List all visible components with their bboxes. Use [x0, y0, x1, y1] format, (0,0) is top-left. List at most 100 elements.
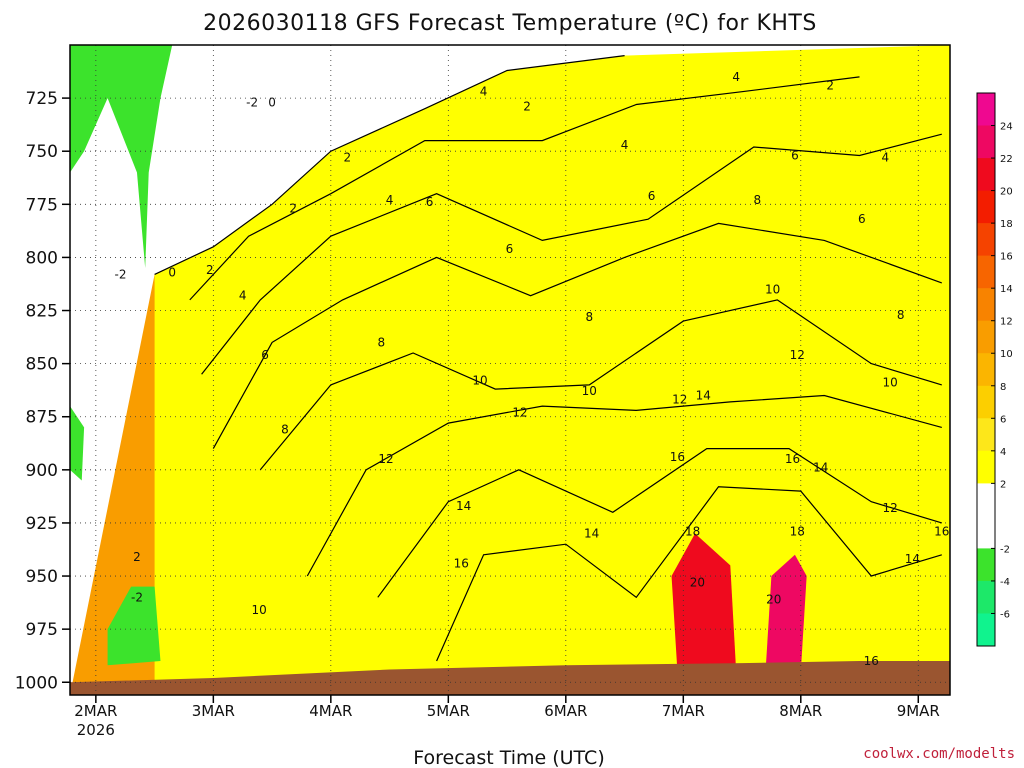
colorbar-band: [977, 418, 995, 452]
colorbar-band: [977, 450, 995, 484]
contour-label: 12: [672, 393, 687, 407]
plot-frame: [69, 44, 951, 696]
temp-band-2: [154, 45, 950, 300]
colorbar-tick-label: 8: [1000, 382, 1006, 393]
contour-label: 14: [813, 461, 828, 475]
contour-label: -2: [131, 590, 143, 604]
contour-label: 8: [378, 335, 386, 349]
colorbar-band: [977, 483, 995, 517]
contour-label: 0: [168, 265, 176, 279]
colorbar-band: [977, 353, 995, 387]
contour-label: 16: [670, 450, 685, 464]
colorbar-band: [977, 548, 995, 582]
contour-line-10: [259, 299, 942, 471]
contour-label: 20: [690, 575, 705, 589]
contours: [154, 55, 943, 662]
terrain: [70, 661, 950, 695]
colorbar-band: [977, 613, 995, 647]
cold-pocket-lower: [107, 586, 161, 666]
contour-label: 4: [621, 138, 629, 152]
contour-label: 12: [378, 452, 393, 466]
hot-core-1: [671, 533, 737, 672]
colorbar-band: [977, 580, 995, 614]
x-tick-label: 8MAR: [779, 702, 822, 720]
colorbar-tick-label: 10: [1000, 349, 1013, 360]
y-tick-label: 775: [26, 195, 58, 215]
contour-line-8: [212, 222, 943, 449]
y-tick-label: 925: [26, 514, 58, 534]
colorbar-band: [977, 515, 995, 549]
credit-link[interactable]: coolwx.com/modelts: [863, 746, 1015, 762]
contour-label: 12: [882, 501, 897, 515]
y-tick-label: 750: [26, 142, 58, 162]
contour-label: 14: [584, 527, 599, 541]
contour-label: 16: [785, 452, 800, 466]
contour-label: 2: [289, 202, 297, 216]
colorbar-tick-label: -6: [1000, 609, 1010, 620]
colorbar-band: [977, 223, 995, 257]
y-tick-label: 1000: [15, 673, 58, 693]
colorbar-tick-label: 20: [1000, 187, 1013, 198]
colorbar-band: [977, 158, 995, 192]
x-tick-label: 7MAR: [662, 702, 705, 720]
contour-label: 4: [480, 85, 488, 99]
cold-pocket-left: [70, 406, 85, 481]
x-tick-label: 4MAR: [309, 702, 352, 720]
contour-label: 8: [753, 193, 761, 207]
colorbar-tick-label: 12: [1000, 317, 1013, 328]
chart-title: 2026030118 GFS Forecast Temperature (ºC)…: [203, 11, 817, 36]
contour-label: 2: [206, 263, 214, 277]
contour-label: 2: [343, 151, 351, 165]
contour-label: 10: [252, 603, 267, 617]
contour-label: 16: [454, 556, 469, 570]
contour-line-6: [201, 133, 942, 375]
colorbar-tick-label: 18: [1000, 219, 1013, 230]
colorbar-band: [977, 320, 995, 354]
contour-label: 14: [456, 499, 471, 513]
contour-label: -2: [246, 95, 258, 109]
x-axis-label: Forecast Time (UTC): [413, 747, 604, 768]
x-tick-label: 3MAR: [192, 702, 235, 720]
colorbar-tick-label: 2: [1000, 479, 1006, 490]
x-tick-label: 9MAR: [897, 702, 940, 720]
contour-label: 20: [766, 592, 781, 606]
x-tick-sublabel: 2026: [77, 721, 115, 739]
contour-label: 10: [582, 384, 597, 398]
y-tick-label: 825: [26, 302, 58, 322]
contour-label: 6: [648, 189, 656, 203]
contour-label: 4: [732, 70, 740, 84]
contour-label: 16: [864, 654, 879, 668]
colorbar-tick-label: 6: [1000, 414, 1006, 425]
contour-label: 18: [790, 524, 805, 538]
contour-label: 8: [897, 308, 905, 322]
contour-label: 10: [472, 374, 487, 388]
y-tick-label: 725: [26, 89, 58, 109]
colorbar-band: [977, 288, 995, 322]
contour-labels: -2 0 4 2 4 4 2 6 4 2 2 4 6 6 8 6 6 -2 0 2 4 10 8 8 6 8 12 10 10 10 12 1…: [115, 70, 950, 668]
colorbar-tick-label: 24: [1000, 122, 1013, 133]
colorbar-tick-label: 16: [1000, 252, 1013, 263]
colorbar-tick-label: 4: [1000, 447, 1006, 458]
colorbar-band: [977, 125, 995, 159]
contour-label: 8: [281, 422, 289, 436]
contour-label: 18: [685, 524, 700, 538]
colorbar-tick-label: 22: [1000, 154, 1013, 165]
y-tick-label: 900: [26, 461, 58, 481]
plot-area: [70, 45, 950, 695]
y-axis: 725 750 775 800 825 850 875 900 925 950 975 1000: [15, 89, 70, 693]
contour-line-2: [154, 55, 625, 275]
colorbar-band: [977, 255, 995, 289]
contour-label: 0: [268, 95, 276, 109]
y-tick-label: 950: [26, 567, 58, 587]
y-tick-label: 850: [26, 355, 58, 375]
contour-label: 6: [858, 212, 866, 226]
x-tick-label: 5MAR: [427, 702, 470, 720]
contour-label: 12: [512, 405, 527, 419]
gridlines: [70, 45, 950, 695]
contour-label: 4: [386, 193, 394, 207]
contour-label: 6: [506, 242, 514, 256]
colorbar-tick-label: 14: [1000, 284, 1013, 295]
contour-line-12: [306, 394, 942, 577]
